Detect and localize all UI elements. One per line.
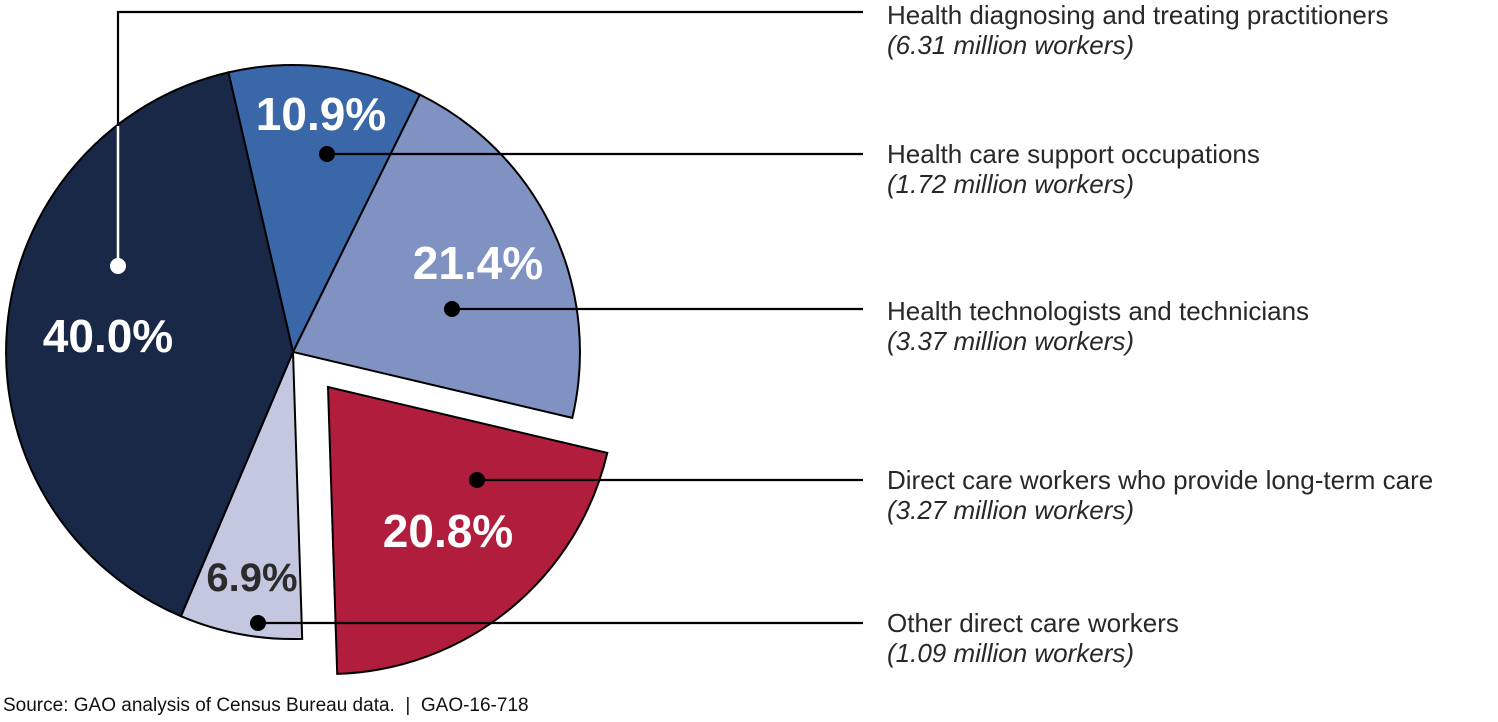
- pie-slice-other-direct-care: [179, 351, 304, 641]
- source-note: Source: GAO analysis of Census Bureau da…: [3, 695, 529, 716]
- callout-leader-lines: [116, 10, 863, 625]
- callout-sublabel-other-direct-care: (1.09 million workers): [887, 638, 1135, 668]
- callout-dot-health-care-support: [319, 146, 335, 162]
- callout-direct-care-long-term: Direct care workers who provide long-ter…: [887, 465, 1497, 525]
- percent-label-other-direct-care: 6.9%: [206, 556, 297, 600]
- pie-slice-health-diagnosing: [5, 71, 295, 618]
- callout-dots: [110, 146, 485, 631]
- callout-title-direct-care-long-term: Direct care workers who provide long-ter…: [887, 465, 1434, 495]
- callout-title-health-technologists: Health technologists and technicians: [887, 296, 1310, 326]
- percent-label-health-care-support: 10.9%: [256, 88, 386, 140]
- slice-percent-labels: 10.9% 21.4% 20.8% 6.9% 40.0%: [43, 88, 543, 600]
- callout-dot-health-diagnosing: [110, 258, 126, 274]
- callout-dot-health-technologists: [444, 301, 460, 317]
- percent-label-health-technologists: 21.4%: [413, 237, 543, 289]
- callout-sublabel-health-diagnosing: (6.31 million workers): [887, 30, 1135, 60]
- callout-health-diagnosing: Health diagnosing and treating practitio…: [887, 0, 1497, 60]
- callout-sublabel-direct-care-long-term: (3.27 million workers): [887, 495, 1135, 525]
- callout-other-direct-care: Other direct care workers (1.09 million …: [887, 608, 1497, 668]
- pie-slice-health-care-support: [227, 64, 422, 355]
- pie-slice-health-technologists: [291, 93, 581, 420]
- leader-line-health-diagnosing-outer: [116, 10, 863, 126]
- callout-dot-other-direct-care: [250, 615, 266, 631]
- callout-title-health-care-support: Health care support occupations: [887, 139, 1260, 169]
- callout-sublabel-health-technologists: (3.37 million workers): [887, 326, 1135, 356]
- callout-title-other-direct-care: Other direct care workers: [887, 608, 1179, 638]
- callout-dot-direct-care-long-term: [469, 472, 485, 488]
- callout-sublabel-health-care-support: (1.72 million workers): [887, 169, 1135, 199]
- pie-slice-direct-care-long-term: [326, 385, 609, 675]
- percent-label-direct-care-long-term: 20.8%: [383, 505, 513, 557]
- percent-label-health-diagnosing: 40.0%: [43, 310, 173, 362]
- pie-slices: [5, 64, 609, 675]
- callout-health-care-support: Health care support occupations (1.72 mi…: [887, 139, 1497, 199]
- callout-title-health-diagnosing: Health diagnosing and treating practitio…: [887, 0, 1389, 30]
- callout-health-technologists: Health technologists and technicians (3.…: [887, 296, 1497, 356]
